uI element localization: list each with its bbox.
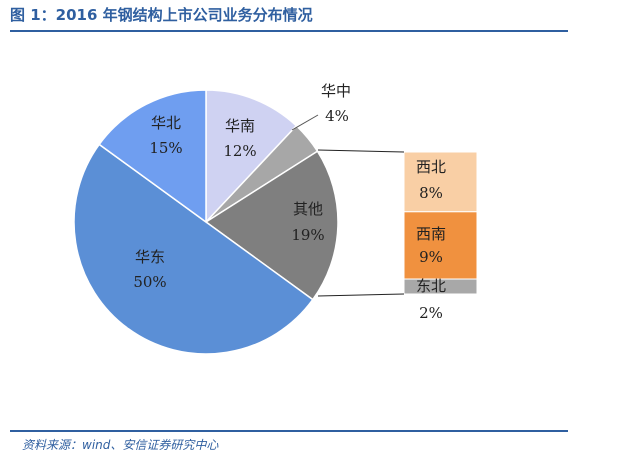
breakdown-value-3: 2% [419,304,443,322]
breakdown-bar-1 [403,151,478,213]
pie-slice-3 [204,150,339,301]
pie-slice-5 [98,89,207,224]
connector-line-bottom [317,293,405,297]
breakdown-value-2: 9% [419,248,443,266]
slice-value-3: 12% [223,142,256,160]
slice-name-huazhong: 华中 [321,82,351,100]
slice-name-1: 华东 [135,248,165,266]
pie-slice-4 [73,143,314,355]
breakdown-value-1: 8% [419,184,443,202]
slice-value-huazhong: 4% [325,107,349,125]
connector-line-top [317,149,405,153]
bottom-rule [10,430,568,432]
chart-title: 图 1：2016 年钢结构上市公司业务分布情况 [10,6,313,24]
slice-name-4: 其他 [293,200,323,218]
breakdown-bar-3 [403,278,478,295]
slice-value-2: 15% [149,139,182,157]
pie-slice-1 [205,89,298,224]
source-note: 资料来源：wind、安信证券研究中心 [22,438,219,452]
slice-name-3: 华南 [225,117,255,135]
slice-value-1: 50% [133,273,166,291]
leader-line-huazhong [291,114,319,131]
slice-name-2: 华北 [151,114,181,132]
breakdown-name-3: 东北 [416,277,446,295]
slice-value-4: 19% [291,226,324,244]
breakdown-bar-2 [403,211,478,280]
breakdown-name-1: 西北 [416,158,446,176]
top-rule [10,30,568,32]
breakdown-name-2: 西南 [416,225,446,243]
